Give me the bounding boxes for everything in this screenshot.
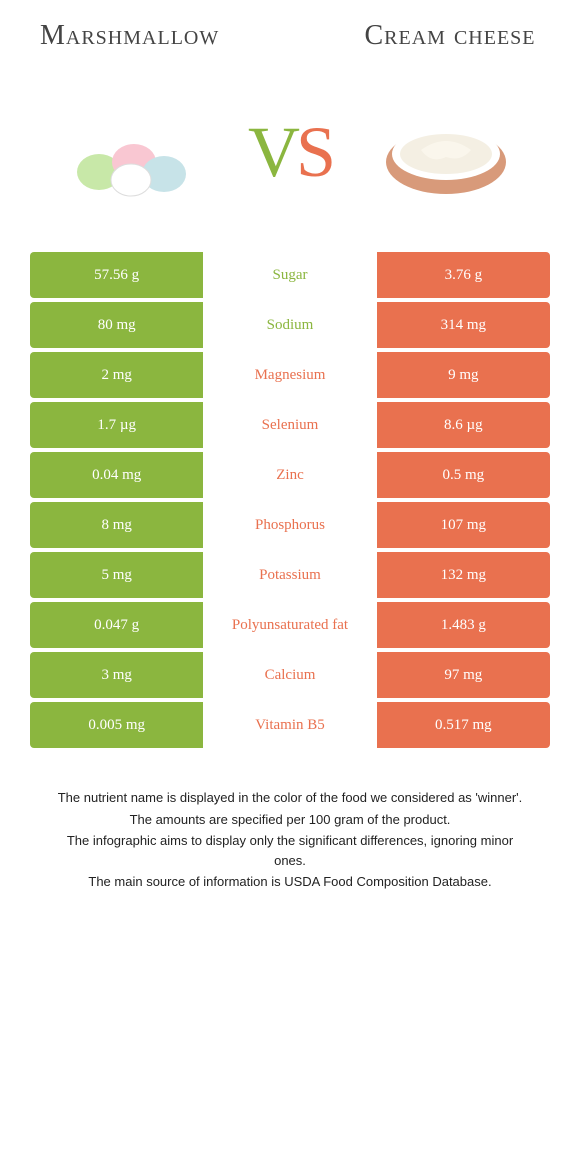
table-row: 2 mgMagnesium9 mg [30, 352, 550, 398]
title-left: Marshmallow [40, 20, 219, 52]
nutrient-table: 57.56 gSugar3.76 g80 mgSodium314 mg2 mgM… [30, 252, 550, 748]
value-right: 314 mg [377, 302, 550, 348]
nutrient-label: Sugar [203, 252, 376, 298]
footnotes: The nutrient name is displayed in the co… [30, 788, 550, 892]
table-row: 0.005 mgVitamin B50.517 mg [30, 702, 550, 748]
value-right: 3.76 g [377, 252, 550, 298]
table-row: 1.7 µgSelenium8.6 µg [30, 402, 550, 448]
nutrient-label: Calcium [203, 652, 376, 698]
nutrient-label: Sodium [203, 302, 376, 348]
table-row: 0.04 mgZinc0.5 mg [30, 452, 550, 498]
value-right: 0.517 mg [377, 702, 550, 748]
value-left: 0.047 g [30, 602, 203, 648]
nutrient-label: Polyunsaturated fat [203, 602, 376, 648]
value-left: 3 mg [30, 652, 203, 698]
value-left: 57.56 g [30, 252, 203, 298]
value-right: 0.5 mg [377, 452, 550, 498]
value-left: 2 mg [30, 352, 203, 398]
nutrient-label: Zinc [203, 452, 376, 498]
title-right: Cream cheese [360, 21, 540, 52]
value-right: 107 mg [377, 502, 550, 548]
vs-v: V [248, 112, 296, 192]
value-right: 8.6 µg [377, 402, 550, 448]
hero-row: VS [30, 92, 550, 212]
value-right: 97 mg [377, 652, 550, 698]
footnote-line: The main source of information is USDA F… [50, 872, 530, 892]
title-row: Marshmallow Cream cheese [30, 20, 550, 52]
value-left: 0.04 mg [30, 452, 203, 498]
nutrient-label: Selenium [203, 402, 376, 448]
marshmallow-image [59, 92, 209, 212]
value-right: 132 mg [377, 552, 550, 598]
nutrient-label: Phosphorus [203, 502, 376, 548]
footnote-line: The amounts are specified per 100 gram o… [50, 810, 530, 830]
value-left: 80 mg [30, 302, 203, 348]
footnote-line: The infographic aims to display only the… [50, 831, 530, 870]
footnote-line: The nutrient name is displayed in the co… [50, 788, 530, 808]
table-row: 0.047 gPolyunsaturated fat1.483 g [30, 602, 550, 648]
value-left: 0.005 mg [30, 702, 203, 748]
nutrient-label: Potassium [203, 552, 376, 598]
vs-label: VS [248, 111, 332, 194]
value-left: 8 mg [30, 502, 203, 548]
value-right: 1.483 g [377, 602, 550, 648]
nutrient-label: Magnesium [203, 352, 376, 398]
value-left: 5 mg [30, 552, 203, 598]
value-right: 9 mg [377, 352, 550, 398]
cream-cheese-image [371, 92, 521, 212]
table-row: 80 mgSodium314 mg [30, 302, 550, 348]
table-row: 3 mgCalcium97 mg [30, 652, 550, 698]
value-left: 1.7 µg [30, 402, 203, 448]
nutrient-label: Vitamin B5 [203, 702, 376, 748]
table-row: 8 mgPhosphorus107 mg [30, 502, 550, 548]
table-row: 5 mgPotassium132 mg [30, 552, 550, 598]
vs-s: S [296, 112, 332, 192]
table-row: 57.56 gSugar3.76 g [30, 252, 550, 298]
